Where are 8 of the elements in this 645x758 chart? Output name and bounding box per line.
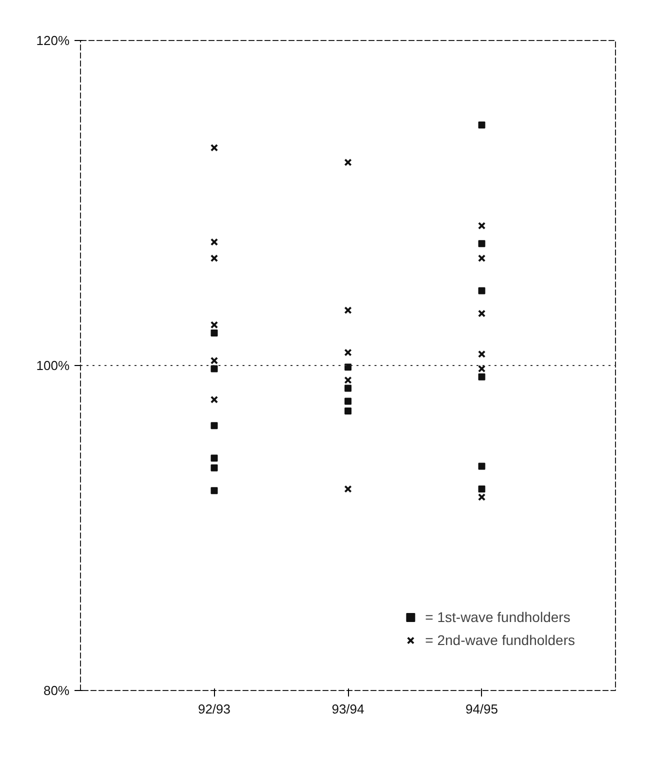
y-tick-label: 80% [43,683,70,698]
legend-label: = 1st-wave fundholders [425,609,570,625]
x-tick-label: 93/94 [332,702,364,716]
y-tick-label: 100% [36,358,70,373]
y-tick-label: 120% [36,33,70,48]
legend-label: = 2nd-wave fundholders [425,632,575,648]
x-tick-label: 94/95 [465,702,498,716]
x-tick-label: 92/93 [198,702,231,716]
